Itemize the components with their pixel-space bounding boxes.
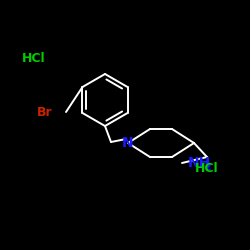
Text: Br: Br (36, 106, 52, 118)
Text: HCl: HCl (195, 162, 218, 174)
Text: NH: NH (188, 156, 211, 170)
Text: 2: 2 (204, 162, 211, 172)
Text: HCl: HCl (22, 52, 46, 64)
Text: N: N (122, 136, 134, 150)
